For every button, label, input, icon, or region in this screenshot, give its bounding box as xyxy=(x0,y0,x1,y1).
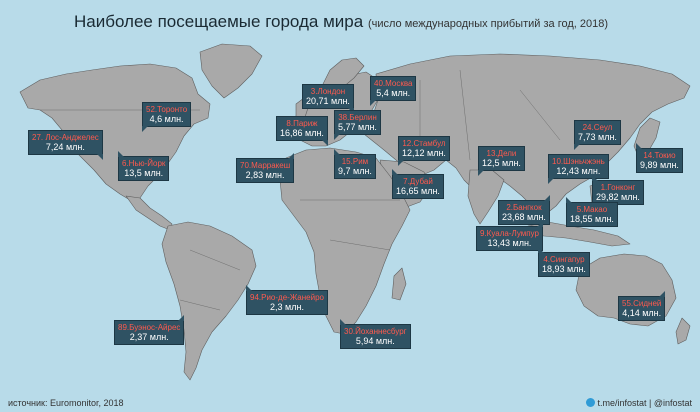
callout-berlin: 38.Берлин 5,77 млн. xyxy=(334,110,381,140)
callout-city: 9.Куала-Лумпур xyxy=(480,229,539,238)
credit-link[interactable]: t.me/infostat | @infostat xyxy=(586,398,692,408)
africa xyxy=(279,147,411,335)
callout-macau: 5.Макао 18,55 млн. xyxy=(566,197,618,227)
callout-city: 1.Гонконг xyxy=(600,183,636,192)
callout-seoul: 24.Сеул 7,73 млн. xyxy=(574,120,621,150)
callout-city: 10.Шэньчжэнь xyxy=(552,157,605,166)
callout-singapore: 4.Сингапур 18,93 млн. xyxy=(538,247,590,277)
callout-moscow: 40.Москва 5,4 млн. xyxy=(370,76,417,106)
map-title: Наиболее посещаемые города мира (число м… xyxy=(74,12,608,32)
callout-value: 18,93 млн. xyxy=(542,264,586,274)
callout-city: 6.Нью-Йорк xyxy=(122,159,166,168)
callout-value: 16,65 млн. xyxy=(396,186,440,196)
callout-hong-kong: 1.Гонконг 29,82 млн. xyxy=(592,175,644,205)
callout-value: 7,24 млн. xyxy=(45,142,85,152)
callout-city: 14.Токио xyxy=(643,151,676,160)
callout-delhi: 13.Дели 12,5 млн. xyxy=(478,146,525,176)
callout-city: 89.Буэнос-Айрес xyxy=(118,323,181,332)
callout-kuala-lumpur: 9.Куала-Лумпур 13,43 млн. xyxy=(476,221,543,251)
callout-dubai: 7.Дубай 16,65 млн. xyxy=(392,169,444,199)
callout-value: 13,5 млн. xyxy=(124,168,164,178)
callout-rio: 94.Рио-де-Жанейро 2,3 млн. xyxy=(246,285,328,315)
callout-value: 2,3 млн. xyxy=(270,302,304,312)
callout-city: 27. Лос-Анджелес xyxy=(32,133,99,142)
callout-city: 15.Рим xyxy=(341,157,369,166)
callout-value: 20,71 млн. xyxy=(306,96,350,106)
callout-value: 4,6 млн. xyxy=(149,114,184,124)
new-zealand xyxy=(675,317,691,345)
callout-city: 8.Париж xyxy=(286,119,318,128)
greenland xyxy=(199,43,263,99)
callout-toronto: 52.Торонто 4,6 млн. xyxy=(142,102,192,132)
callout-istanbul: 12.Стамбул 12,12 млн. xyxy=(398,136,450,166)
callout-city: 94.Рио-де-Жанейро xyxy=(250,293,324,302)
callout-london: 3.Лондон 20,71 млн. xyxy=(302,84,354,114)
callout-shenzhen: 10.Шэньчжэнь 12,43 млн. xyxy=(548,154,609,184)
callout-value: 7,73 млн. xyxy=(578,132,617,142)
callout-city: 5.Макао xyxy=(576,205,608,214)
callout-value: 29,82 млн. xyxy=(596,192,640,202)
callout-value: 12,12 млн. xyxy=(402,148,446,158)
callout-value: 13,43 млн. xyxy=(487,238,532,248)
callout-value: 5,4 млн. xyxy=(376,88,411,98)
callout-value: 5,94 млн. xyxy=(355,336,395,346)
callout-city: 38.Берлин xyxy=(338,113,377,122)
title-subtitle: (число международных прибытий за год, 20… xyxy=(367,18,609,30)
callout-city: 70.Марракеш xyxy=(240,161,291,170)
callout-sydney: 55.Сидней 4,14 млн. xyxy=(618,291,666,321)
callout-rome: 15.Рим 9,7 млн. xyxy=(334,149,376,179)
telegram-icon xyxy=(586,398,596,407)
callout-value: 23,68 млн. xyxy=(502,212,546,222)
callout-value: 18,55 млн. xyxy=(570,214,614,224)
callout-value: 9,7 млн. xyxy=(338,166,372,176)
callout-city: 4.Сингапур xyxy=(543,255,585,264)
title-text: Наиболее посещаемые города мира xyxy=(74,12,364,31)
callout-value: 4,14 млн. xyxy=(622,308,662,318)
callout-city: 12.Стамбул xyxy=(402,139,446,148)
callout-value: 12,5 млн. xyxy=(482,158,521,168)
callout-marrakesh: 70.Марракеш 2,83 млн. xyxy=(236,153,295,183)
callout-value: 5,77 млн. xyxy=(338,122,377,132)
callout-buenos-aires: 89.Буэнос-Айрес 2,37 млн. xyxy=(114,315,185,345)
callout-value: 9,89 млн. xyxy=(640,160,679,170)
callout-new-york: 6.Нью-Йорк 13,5 млн. xyxy=(118,151,170,181)
south-america xyxy=(161,221,257,381)
callout-value: 16,86 млн. xyxy=(280,128,324,138)
credit-text: t.me/infostat | @infostat xyxy=(597,398,692,408)
callout-tokyo: 14.Токио 9,89 млн. xyxy=(636,143,683,173)
callout-city: 40.Москва xyxy=(374,79,413,88)
callout-value: 2,37 млн. xyxy=(129,332,169,342)
madagascar xyxy=(391,267,407,301)
callout-johannesburg: 30.Йоханнесбург 5,94 млн. xyxy=(340,319,411,349)
callout-city: 55.Сидней xyxy=(622,299,662,308)
source-note: источник: Euromonitor, 2018 xyxy=(8,398,124,408)
callout-city: 3.Лондон xyxy=(310,87,346,96)
india xyxy=(467,169,505,225)
callout-city: 52.Торонто xyxy=(146,105,188,114)
callout-city: 30.Йоханнесбург xyxy=(344,327,407,336)
callout-value: 12,43 млн. xyxy=(556,166,601,176)
callout-city: 24.Сеул xyxy=(582,123,613,132)
callout-city: 2.Бангкок xyxy=(506,203,542,212)
callout-value: 2,83 млн. xyxy=(245,170,285,180)
callout-city: 7.Дубай xyxy=(403,177,433,186)
callout-paris: 8.Париж 16,86 млн. xyxy=(276,116,328,146)
callout-los-angeles: 27. Лос-Анджелес 7,24 млн. xyxy=(28,130,103,160)
callout-city: 13.Дели xyxy=(486,149,517,158)
callout-bangkok: 2.Бангкок 23,68 млн. xyxy=(498,195,550,225)
